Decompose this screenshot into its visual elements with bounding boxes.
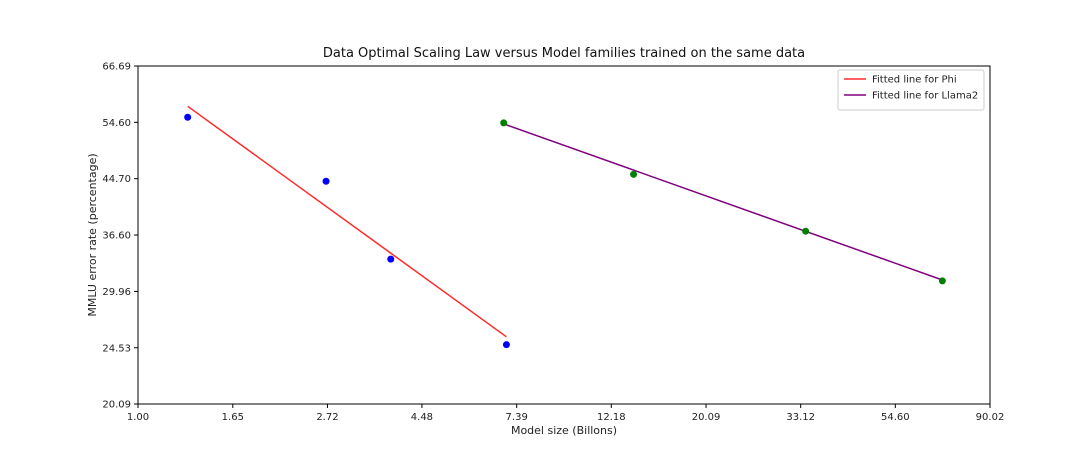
fit-line-fitted-line-for-phi [187,105,507,338]
x-tick-label: 90.02 [976,412,1005,423]
data-point [322,177,330,185]
x-axis-ticks: 1.00 1.65 2.72 4.48 7.39 12.18 20.09 33.12 54.60… [127,404,1004,423]
y-tick-label: 20.09 [102,400,131,411]
x-tick-label: 20.09 [692,412,721,423]
fit-line-fitted-line-for-llama2 [503,123,943,281]
y-axis-ticks: 20.09 24.53 29.96 36.60 44.70 54.60 66.69 [102,62,138,411]
y-tick-label: 54.60 [102,118,131,129]
y-tick-label: 24.53 [102,343,131,354]
legend: Fitted line for Phi Fitted line for Llama… [837,69,985,111]
data-point [802,227,810,235]
y-axis-label: MMLU error rate (percentage) [86,153,99,316]
legend-label: Fitted line for Phi [872,75,957,86]
x-tick-label: 4.48 [411,412,433,423]
data-point [184,113,192,121]
chart-marks [184,105,946,349]
y-tick-label: 36.60 [102,231,131,242]
legend-box [837,69,985,111]
x-tick-label: 1.65 [222,412,244,423]
legend-label: Fitted line for Llama2 [872,91,978,102]
x-tick-label: 1.00 [127,412,149,423]
y-tick-label: 44.70 [102,174,131,185]
x-tick-label: 2.72 [316,412,338,423]
data-point [630,170,638,178]
data-point [500,119,508,127]
x-tick-label: 33.12 [786,412,815,423]
y-tick-label: 29.96 [102,287,131,298]
x-tick-label: 12.18 [597,412,626,423]
plot-area [137,65,991,405]
y-tick-label: 66.69 [102,62,131,73]
x-axis-label: Model size (Billons) [511,424,617,437]
data-point [387,255,395,263]
x-tick-label: 7.39 [506,412,528,423]
chart-title: Data Optimal Scaling Law versus Model fa… [323,46,805,61]
x-tick-label: 54.60 [881,412,910,423]
data-point [938,277,946,285]
data-point [502,341,510,349]
